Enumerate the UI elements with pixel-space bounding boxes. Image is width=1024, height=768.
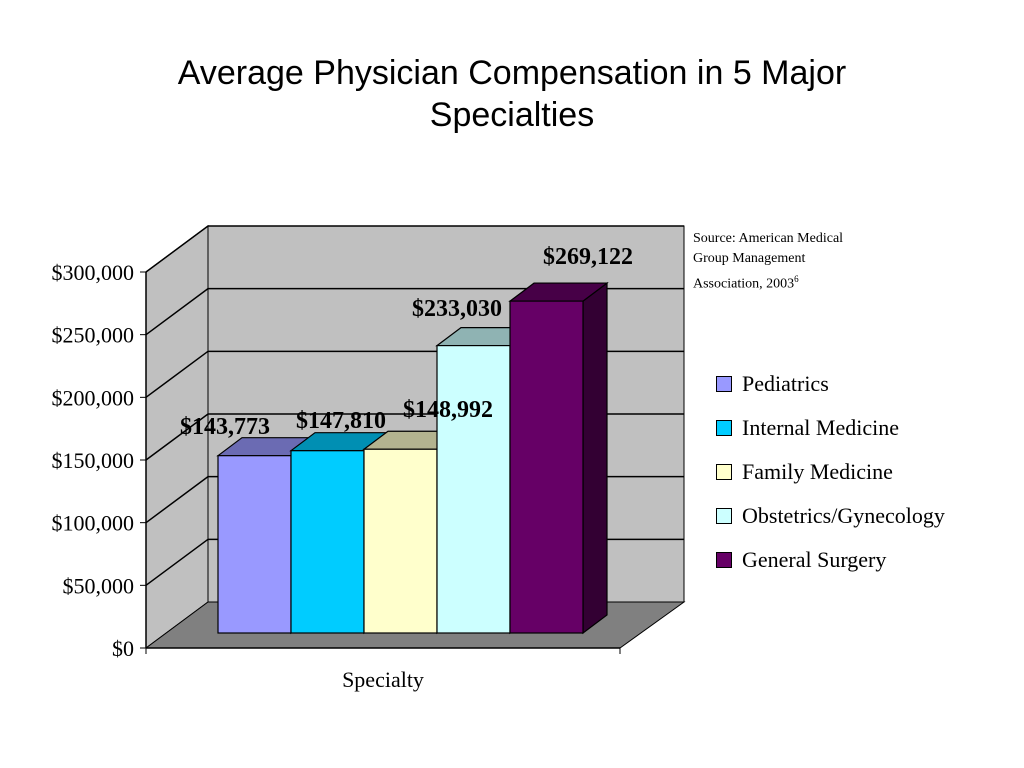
data-label: $148,992 [403, 397, 493, 423]
data-label: $143,773 [180, 414, 270, 440]
legend-label: Obstetrics/Gynecology [742, 503, 945, 528]
bar-front [290, 450, 365, 634]
legend-label: Pediatrics [742, 371, 829, 396]
bar-side [582, 281, 608, 635]
source-note: Source: American Medical Group Managemen… [693, 229, 903, 295]
source-line-2: Group Management [693, 251, 806, 266]
bar-front [217, 455, 292, 634]
source-line-3-text: Association, 2003 [693, 276, 795, 292]
y-tick-label: $300,000 [52, 260, 135, 285]
legend-item: Internal Medicine [716, 406, 1016, 450]
y-tick-label: $0 [112, 636, 134, 661]
gridline [145, 225, 684, 273]
legend-swatch [716, 376, 732, 392]
y-tick-label: $150,000 [52, 448, 135, 473]
bar [508, 281, 609, 635]
legend-swatch [716, 508, 732, 524]
gridline [145, 287, 684, 336]
legend-label: General Surgery [742, 547, 887, 572]
x-axis-label: Specialty [342, 667, 424, 692]
bar-front [509, 300, 584, 634]
y-tick-label: $250,000 [52, 323, 135, 348]
slide-title-line-1: Average Physician Compensation in 5 Majo… [177, 54, 847, 92]
source-footnote-mark: 6 [794, 274, 799, 284]
legend-item: Pediatrics [716, 362, 1016, 406]
y-tick-label: $200,000 [52, 385, 135, 410]
legend-swatch [716, 464, 732, 480]
y-tick-label: $50,000 [63, 573, 135, 598]
slide-title: Average Physician Compensation in 5 Majo… [60, 52, 964, 136]
legend-swatch [716, 552, 732, 568]
chart-legend: Pediatrics Internal Medicine Family Medici… [716, 362, 1016, 582]
bar-group [216, 281, 609, 635]
legend-swatch [716, 420, 732, 436]
legend-label: Internal Medicine [742, 415, 899, 440]
legend-item: Family Medicine [716, 450, 1016, 494]
legend-label: Family Medicine [742, 459, 893, 484]
data-label: $233,030 [412, 296, 502, 322]
bar-front [363, 448, 438, 634]
data-label: $147,810 [296, 408, 386, 434]
source-line-3: Association, 20036 [693, 269, 903, 295]
y-tick-label: $100,000 [52, 511, 135, 536]
legend-item: General Surgery [716, 538, 1016, 582]
slide-title-line-2: Specialties [429, 96, 595, 134]
bar-front [436, 344, 511, 634]
legend-item: Obstetrics/Gynecology [716, 494, 1016, 538]
data-label: $269,122 [543, 244, 633, 270]
source-line-1: Source: American Medical [693, 231, 844, 246]
